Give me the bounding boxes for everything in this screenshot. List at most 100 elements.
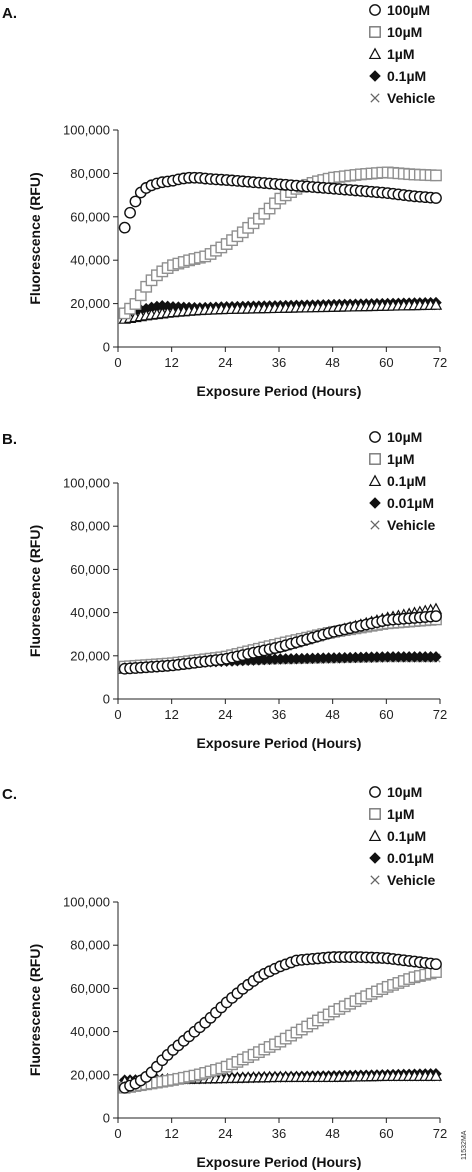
data-point [118, 221, 131, 234]
x-tick-label: 36 [272, 707, 286, 722]
legend-label: 0.01µM [387, 850, 434, 866]
x-tick-label: 24 [218, 707, 232, 722]
x-tick-label: 36 [272, 355, 286, 370]
legend-marker [370, 93, 380, 103]
legend-item: 10µM [369, 429, 422, 445]
x-axis-title: Exposure Period (Hours) [197, 1154, 362, 1170]
y-tick-label: 0 [103, 1111, 110, 1126]
legend-marker [368, 829, 382, 842]
legend-label: 10µM [387, 429, 422, 445]
legend-label: 0.1µM [387, 473, 426, 489]
x-tick-label: 48 [325, 707, 339, 722]
panel-label: A. [2, 5, 17, 22]
legend-label: 1µM [387, 451, 415, 467]
legend-label: 0.1µM [387, 68, 426, 84]
legend-marker [369, 26, 381, 38]
data-point [430, 958, 442, 971]
legend-item: 0.1µM [369, 68, 426, 84]
y-tick-label: 20,000 [70, 296, 110, 311]
legend-item: 10µM [369, 24, 422, 40]
panel-label: C. [2, 786, 17, 803]
chart-panel-3: C. 10µM 1µM 0.1µM 0.01µM Vehicle 0 20,000 40,000… [2, 784, 447, 1170]
legend-marker [369, 786, 381, 798]
legend-label: 0.01µM [387, 495, 434, 511]
y-tick-label: 0 [103, 340, 110, 355]
legend-item: Vehicle [370, 517, 435, 533]
y-tick-label: 60,000 [70, 209, 110, 224]
series-10M [118, 610, 442, 675]
legend-item: 1µM [369, 451, 415, 467]
series-1M [118, 966, 442, 1094]
x-tick-label: 12 [164, 355, 178, 370]
x-tick-label: 0 [114, 1126, 121, 1141]
legend-label: 100µM [387, 2, 430, 18]
series-10M [118, 951, 442, 1094]
data-point [129, 195, 142, 208]
x-tick-label: 48 [325, 1126, 339, 1141]
panel-label: B. [2, 431, 17, 448]
data-point [429, 1069, 443, 1081]
legend-item: 0.1µM [368, 828, 426, 844]
y-tick-label: 0 [103, 692, 110, 707]
series-100M [118, 171, 442, 234]
legend-item: Vehicle [370, 90, 435, 106]
x-tick-label: 12 [164, 1126, 178, 1141]
legend-label: 10µM [387, 784, 422, 800]
legend-marker [369, 852, 381, 864]
y-tick-label: 80,000 [70, 166, 110, 181]
x-tick-label: 0 [114, 355, 121, 370]
legend-label: 1µM [387, 46, 415, 62]
legend-marker [370, 520, 380, 530]
legend-item: 0.01µM [369, 495, 434, 511]
data-point [430, 169, 442, 182]
x-tick-label: 72 [433, 355, 447, 370]
legend-item: 100µM [369, 2, 430, 18]
data-point [430, 192, 442, 204]
legend-marker [368, 47, 382, 60]
data-point [429, 298, 443, 310]
y-tick-label: 40,000 [70, 1024, 110, 1039]
data-point [124, 206, 136, 219]
x-tick-label: 24 [218, 1126, 232, 1141]
legend-item: 0.01µM [369, 850, 434, 866]
legend-label: Vehicle [387, 517, 435, 533]
x-tick-label: 72 [433, 1126, 447, 1141]
legend-marker [369, 70, 381, 82]
y-tick-label: 100,000 [63, 476, 110, 491]
y-tick-label: 40,000 [70, 605, 110, 620]
x-axis-title: Exposure Period (Hours) [197, 735, 362, 751]
legend-marker [369, 4, 381, 16]
chart-panel-2: B. 10µM 1µM 0.1µM 0.01µM Vehicle 0 20,000 40,000… [2, 429, 447, 751]
y-axis-title: Fluorescence (RFU) [27, 944, 43, 1076]
y-tick-label: 80,000 [70, 938, 110, 953]
legend-item: 0.1µM [368, 473, 426, 489]
x-tick-label: 0 [114, 707, 121, 722]
legend-label: 1µM [387, 806, 415, 822]
series-1M [118, 298, 443, 324]
y-tick-label: 20,000 [70, 1067, 110, 1082]
y-tick-label: 80,000 [70, 519, 110, 534]
legend-label: Vehicle [387, 872, 435, 888]
x-tick-label: 60 [379, 1126, 393, 1141]
legend-marker [369, 497, 381, 509]
y-tick-label: 100,000 [63, 895, 110, 910]
y-tick-label: 100,000 [63, 123, 110, 138]
legend-marker [368, 474, 382, 487]
y-tick-label: 20,000 [70, 648, 110, 663]
legend: 100µM 10µM 1µM 0.1µM Vehicle [368, 2, 435, 106]
legend-item: 1µM [369, 806, 415, 822]
legend: 10µM 1µM 0.1µM 0.01µM Vehicle [368, 784, 435, 888]
legend-label: 0.1µM [387, 828, 426, 844]
x-tick-label: 24 [218, 355, 232, 370]
y-axis-title: Fluorescence (RFU) [27, 172, 43, 304]
legend-label: Vehicle [387, 90, 435, 106]
x-tick-label: 36 [272, 1126, 286, 1141]
x-tick-label: 72 [433, 707, 447, 722]
legend-item: 1µM [368, 46, 415, 62]
legend-item: 10µM [369, 784, 422, 800]
legend-marker [369, 431, 381, 443]
legend-marker [370, 875, 380, 885]
x-tick-label: 48 [325, 355, 339, 370]
legend-marker [369, 808, 381, 820]
